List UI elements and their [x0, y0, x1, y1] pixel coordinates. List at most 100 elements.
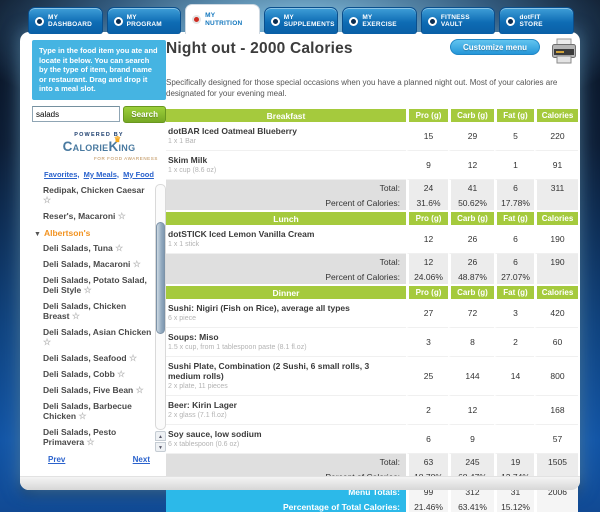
calories-value: 190 — [534, 225, 578, 254]
favorite-star-icon[interactable]: ☆ — [132, 258, 141, 269]
tab-label: MY PROGRAM — [126, 13, 162, 29]
search-button[interactable]: Search — [123, 105, 166, 123]
search-row: Search — [32, 105, 166, 123]
carb-value: 12 — [448, 151, 494, 180]
food-cell: Soy sauce, low sodium 6 x tablespoon (0.6… — [166, 425, 406, 454]
fat-value: 1 — [494, 151, 534, 180]
list-item[interactable]: Deli Salads, Tuna ☆ — [43, 242, 124, 253]
pro-value: 12 — [406, 225, 448, 254]
list-item[interactable]: Deli Salads, Macaroni ☆ — [43, 258, 141, 269]
scroll-up-icon[interactable]: ▲ — [155, 430, 166, 441]
tab-label: MY EXERCISE — [362, 13, 397, 29]
food-serving: 2 x glass (7.1 fl.oz) — [168, 412, 227, 419]
next-link[interactable]: Next — [132, 454, 150, 464]
carb-value: 144 — [448, 357, 494, 396]
favorite-star-icon[interactable]: ☆ — [117, 368, 126, 379]
list-item[interactable]: Deli Salads, Barbecue Chicken ☆ — [43, 400, 132, 421]
printer-icon[interactable] — [550, 38, 578, 70]
carb-total: 245 — [448, 454, 494, 469]
tab-fitness-vault[interactable]: FITNESS VAULT — [420, 7, 496, 34]
calories-value: 57 — [534, 425, 578, 454]
card-footer — [20, 476, 580, 490]
list-item[interactable]: Deli Salads, Seafood ☆ — [43, 352, 138, 363]
calories-menu-percent-empty — [534, 499, 578, 512]
link-favorites[interactable]: Favorites, — [44, 169, 80, 179]
food-name: Soups: Miso — [168, 332, 219, 342]
calories-value: 91 — [534, 151, 578, 180]
fat-menu-percent: 15.12% — [494, 499, 534, 512]
col-header-fat: Fat (g) — [494, 107, 534, 122]
tab-my-supplements[interactable]: MY SUPPLEMENTS — [263, 7, 339, 34]
table-row: dotSTICK Iced Lemon Vanilla Cream 1 x 1 s… — [166, 225, 578, 254]
food-cell: Soups: Miso 1.5 x cup, from 1 tablespoon … — [166, 328, 406, 357]
tab-bullet-icon — [506, 16, 516, 26]
scrollbar-thumb[interactable] — [156, 221, 165, 334]
calories-total: 311 — [534, 180, 578, 195]
favorite-star-icon[interactable]: ☆ — [43, 194, 52, 205]
favorite-star-icon[interactable]: ☆ — [115, 242, 124, 253]
link-my-meals[interactable]: My Meals, — [83, 169, 120, 179]
food-name: Skim Milk — [168, 155, 208, 165]
pro-value: 27 — [406, 299, 448, 328]
pro-value: 2 — [406, 396, 448, 425]
menu-description: Specifically designed for those special … — [166, 78, 558, 98]
favorite-star-icon[interactable]: ☆ — [86, 436, 95, 447]
tab-dotfit-store[interactable]: dotFIT STORE — [499, 7, 575, 34]
carb-value: 8 — [448, 328, 494, 357]
favorite-star-icon[interactable]: ☆ — [83, 284, 92, 295]
food-name: Sushi Plate, Combination (2 Sushi, 6 sma… — [168, 361, 370, 381]
logo-tagline: FOR FOOD AWARENESS — [94, 155, 158, 161]
total-label: Total: — [166, 254, 406, 269]
tab-bullet-icon — [270, 16, 280, 26]
list-item[interactable]: Deli Salads, Potato Salad, Deli Style ☆ — [43, 274, 147, 295]
customize-menu-button[interactable]: Customize menu — [449, 39, 540, 55]
col-header-pro: Pro (g) — [406, 284, 448, 299]
list-item[interactable]: Deli Salads, Asian Chicken ☆ — [43, 326, 152, 347]
tab-label: MY DASHBOARD — [48, 13, 93, 29]
favorite-star-icon[interactable]: ☆ — [43, 336, 52, 347]
pro-total: 12 — [406, 254, 448, 269]
chevron-down-icon: ▼ — [34, 230, 41, 238]
tab-bullet-icon — [192, 15, 202, 24]
list-item[interactable]: Deli Salads, Cobb ☆ — [43, 368, 126, 379]
tab-label: MY SUPPLEMENTS — [283, 13, 335, 29]
favorite-star-icon[interactable]: ☆ — [78, 410, 87, 421]
table-row: dotBAR Iced Oatmeal Blueberry 1 x 1 Bar 1… — [166, 122, 578, 151]
list-item[interactable]: Deli Salads, Chicken Breast ☆ — [43, 300, 127, 321]
tab-my-program[interactable]: MY PROGRAM — [106, 7, 182, 34]
list-item[interactable]: Reser's, Macaroni ☆ — [43, 210, 126, 221]
favorite-star-icon[interactable]: ☆ — [71, 310, 80, 321]
prev-link[interactable]: Prev — [48, 454, 66, 464]
scroll-down-icon[interactable]: ▼ — [155, 441, 166, 452]
list-item[interactable]: Redipak, Chicken Caesar ☆ — [43, 184, 145, 205]
favorite-star-icon[interactable]: ☆ — [135, 384, 144, 395]
fat-value: 5 — [494, 122, 534, 151]
list-group-arbys[interactable]: ▼Arby's — [32, 450, 152, 452]
carb-value: 72 — [448, 299, 494, 328]
col-header-carb: Carb (g) — [448, 107, 494, 122]
percent-row: Percent of Calories: 24.06% 48.87% 27.07… — [166, 269, 578, 284]
pro-value: 9 — [406, 151, 448, 180]
tab-my-nutrition[interactable]: MY NUTRITION — [185, 4, 260, 34]
tab-my-dashboard[interactable]: MY DASHBOARD — [28, 7, 103, 34]
tab-my-exercise[interactable]: MY EXERCISE — [342, 7, 417, 34]
carb-value: 9 — [448, 425, 494, 454]
table-row: Sushi Plate, Combination (2 Sushi, 6 sma… — [166, 357, 578, 396]
favorite-star-icon[interactable]: ☆ — [129, 352, 138, 363]
col-header-fat: Fat (g) — [494, 284, 534, 299]
top-tab-bar: MY DASHBOARD MY PROGRAM MY NUTRITION MY SUPP… — [28, 4, 575, 34]
meal-header-row: Breakfast Pro (g) Carb (g) Fat (g) Calor… — [166, 107, 578, 122]
list-item[interactable]: Deli Salads, Five Bean ☆ — [43, 384, 144, 395]
meal-header-row: Lunch Pro (g) Carb (g) Fat (g) Calories — [166, 210, 578, 225]
link-my-food[interactable]: My Food — [123, 169, 154, 179]
pro-value: 6 — [406, 425, 448, 454]
fat-total: 19 — [494, 454, 534, 469]
food-serving: 6 x piece — [168, 315, 197, 322]
food-search-input[interactable] — [32, 106, 121, 122]
calories-value: 800 — [534, 357, 578, 396]
fat-total: 6 — [494, 254, 534, 269]
list-item[interactable]: Deli Salads, Pesto Primavera ☆ — [43, 426, 117, 447]
list-group-albertsons[interactable]: ▼ Albertson's — [34, 227, 91, 238]
favorite-star-icon[interactable]: ☆ — [117, 210, 126, 221]
